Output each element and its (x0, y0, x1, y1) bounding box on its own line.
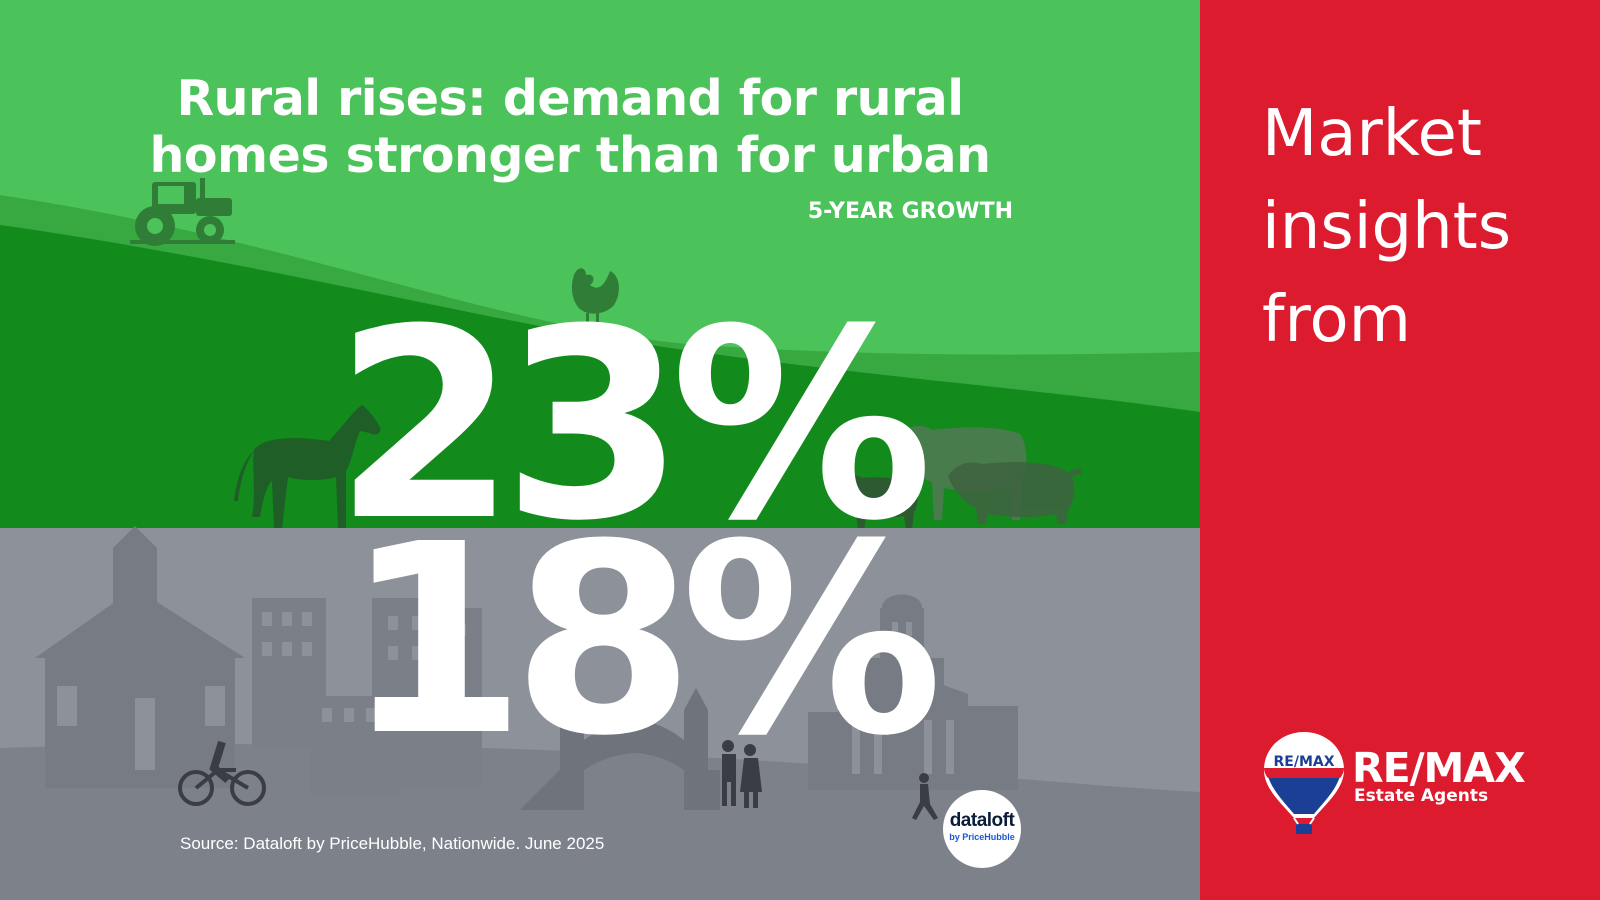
civic-hall-icon (808, 594, 1018, 790)
sidebar-heading-line-3: from (1262, 283, 1411, 357)
brand-tagline: Estate Agents (1354, 786, 1489, 806)
rooster-icon (571, 268, 619, 325)
dataloft-logo-name: dataloft (949, 810, 1015, 831)
horse-icon (234, 405, 381, 529)
church-icon (35, 526, 245, 788)
bridge-gate-icon (520, 688, 720, 810)
sidebar: Market insights from RE/MAX RE/MAX Estat… (1200, 0, 1600, 900)
dataloft-logo-sub: by PriceHubble (949, 832, 1015, 842)
balloon-icon: RE/MAX (1264, 732, 1344, 834)
couple-icon (722, 740, 762, 808)
calf-icon (836, 474, 918, 530)
scene-illustration (0, 0, 1200, 900)
sidebar-heading-line-1: Market (1262, 97, 1482, 171)
balloon-text: RE/MAX (1273, 754, 1334, 770)
runner-icon (912, 773, 938, 820)
urban-growth-value: 18% (344, 488, 943, 793)
sidebar-heading-line-2: insights (1262, 190, 1512, 264)
cyclist-icon (178, 740, 266, 806)
headline-line-2: homes stronger than for urban (149, 127, 992, 184)
subtitle: 5-YEAR GROWTH (807, 199, 1013, 224)
tower-blocks-icon (252, 598, 482, 796)
sidebar-heading: Market insights from (1262, 88, 1511, 367)
source-note: Source: Dataloft by PriceHubble, Nationw… (180, 834, 605, 853)
dataloft-logo: dataloft by PriceHubble (943, 790, 1021, 868)
brand-name: RE/MAX (1352, 744, 1526, 792)
rural-growth-value: 23% (334, 273, 933, 578)
headline: Rural rises: demand for rural homes stro… (120, 70, 1020, 184)
headline-line-1: Rural rises: demand for rural (176, 70, 964, 127)
pig-icon (948, 462, 1082, 524)
